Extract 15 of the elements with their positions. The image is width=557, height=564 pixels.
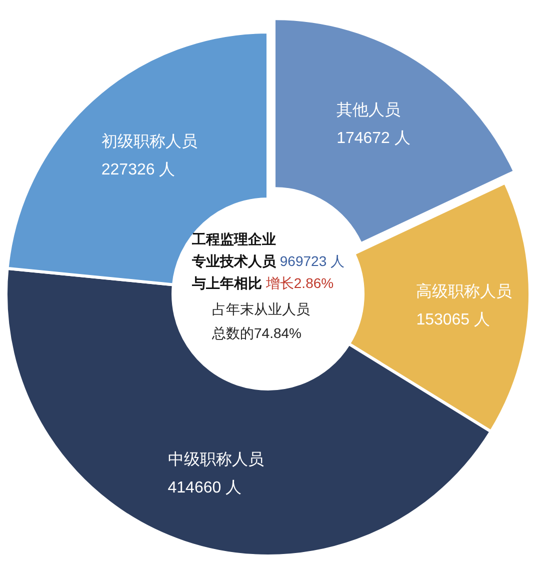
text: 与上年相比 [191, 275, 262, 291]
text: 总数的74.84% [211, 325, 302, 341]
text: 专业技术人员 [191, 253, 277, 269]
slice-label: 高级职称人员 [416, 282, 512, 301]
data-label: 174672 人 [336, 130, 410, 148]
slice-label: 中级职称人员 [168, 450, 264, 469]
data-label: 414660 人 [168, 480, 242, 497]
text: 占年末从业人员 [212, 301, 310, 317]
data-label: 153065 人 [416, 312, 490, 329]
text: 增长2.86% [262, 275, 334, 291]
slice-label: 其他人员 [336, 101, 401, 120]
slice-label: 初级职称人员 [101, 132, 198, 150]
text: 969723 人 [276, 253, 344, 269]
text: 工程监理企业 [191, 231, 276, 247]
data-label: 227326 人 [101, 161, 176, 178]
